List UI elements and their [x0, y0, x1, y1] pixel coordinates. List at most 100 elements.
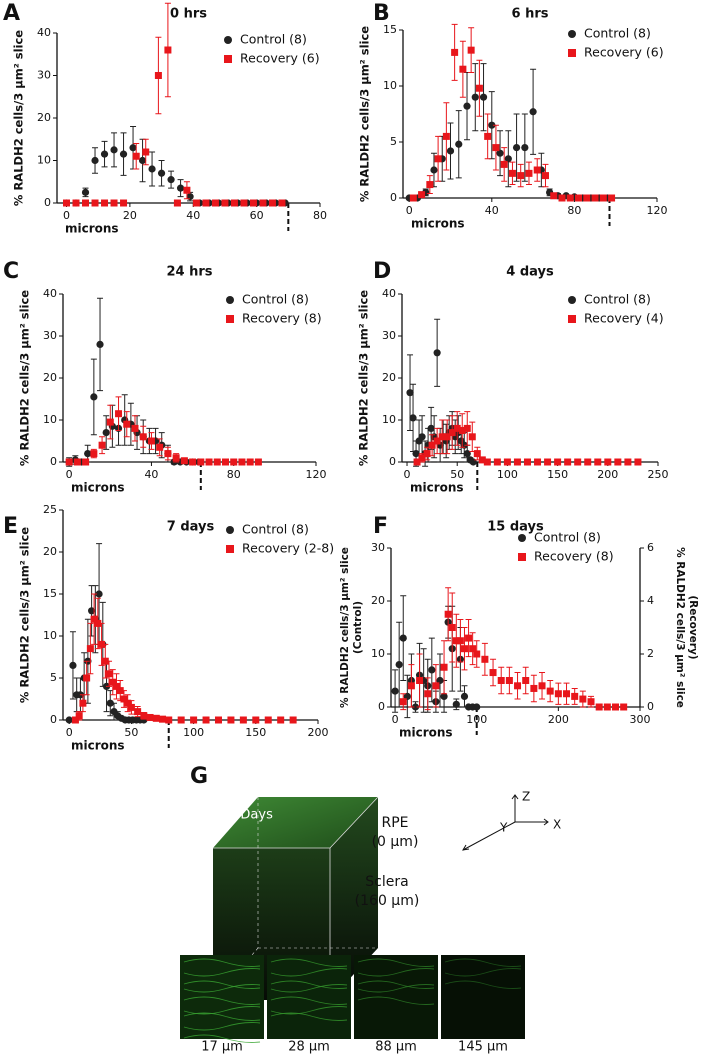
- legend-label: Recovery (4): [584, 311, 664, 326]
- data-point: [278, 199, 286, 207]
- data-point: [481, 655, 489, 663]
- data-point: [73, 458, 81, 466]
- x-tick-label: 80: [567, 204, 581, 217]
- slice-texture: [183, 996, 261, 1005]
- data-point: [214, 716, 222, 724]
- slice-texture: [183, 958, 261, 967]
- bottom-label: (160 µm): [355, 893, 420, 909]
- data-point: [205, 458, 213, 466]
- data-point: [90, 393, 98, 401]
- x-tick-label: 250: [648, 468, 669, 481]
- data-point: [428, 666, 436, 674]
- panel-letter: A: [3, 1, 20, 26]
- chart-title: 15 days: [487, 520, 544, 535]
- data-point: [550, 192, 558, 200]
- data-point: [165, 716, 173, 724]
- x-tick-label: 0: [406, 204, 413, 217]
- x-tick-label: 80: [313, 209, 327, 222]
- data-point: [96, 340, 104, 348]
- data-point: [259, 199, 267, 207]
- panel-letter: G: [190, 764, 208, 789]
- data-point: [202, 716, 210, 724]
- x-tick-label: 0: [63, 209, 70, 222]
- y-tick-label: 0: [50, 455, 57, 468]
- data-point: [594, 458, 602, 466]
- panel-letter: B: [373, 1, 390, 26]
- data-point: [554, 458, 562, 466]
- slice-texture: [270, 958, 348, 967]
- legend-label: Recovery (6): [240, 51, 320, 66]
- data-point: [496, 149, 504, 157]
- slice-label: 17 µm: [201, 1040, 243, 1055]
- data-point: [459, 65, 467, 73]
- data-point: [416, 677, 424, 684]
- x-axis-label: microns: [399, 726, 453, 740]
- legend-label: Control (8): [240, 32, 307, 47]
- x-tick-label: 200: [548, 713, 569, 726]
- chart-title: 4 days: [506, 265, 554, 280]
- data-point: [156, 443, 164, 451]
- y-tick-label: 15: [43, 587, 57, 600]
- data-point: [513, 458, 521, 466]
- legend-marker: [226, 526, 234, 534]
- slice-image: [267, 955, 351, 1039]
- data-point: [463, 424, 471, 432]
- data-point: [63, 199, 71, 207]
- data-point: [479, 93, 488, 101]
- data-point: [69, 661, 77, 670]
- y-tick-label: 25: [43, 503, 57, 516]
- data-point: [566, 194, 574, 202]
- legend-marker: [568, 30, 576, 38]
- legend-marker: [226, 296, 234, 304]
- data-point: [84, 450, 92, 458]
- data-point: [140, 712, 148, 720]
- data-point: [72, 199, 80, 207]
- data-point: [91, 199, 99, 207]
- y-tick-label: 5: [390, 135, 397, 148]
- panel-letter: E: [3, 514, 18, 539]
- slice-image: [354, 955, 438, 1039]
- data-point: [110, 199, 118, 207]
- y-tick-label: 40: [382, 287, 396, 300]
- slice-label: 145 µm: [458, 1040, 508, 1055]
- data-point: [467, 46, 475, 54]
- slice-texture: [270, 968, 348, 977]
- axis-label: Z: [522, 790, 530, 804]
- data-point: [230, 458, 238, 466]
- data-point: [523, 458, 531, 466]
- panel-letter: D: [373, 259, 391, 284]
- y2-tick-label: 2: [647, 647, 654, 660]
- slice-texture: [183, 1012, 261, 1021]
- legend-label: Recovery (8): [242, 311, 322, 326]
- x-tick-label: 120: [306, 468, 327, 481]
- data-point: [82, 458, 90, 466]
- legend-marker: [224, 36, 232, 44]
- legend-marker: [224, 55, 232, 63]
- data-point: [264, 716, 272, 724]
- legend-label: Control (8): [242, 292, 309, 307]
- y-tick-label: 20: [43, 371, 57, 384]
- data-point: [409, 194, 417, 202]
- data-point: [512, 144, 521, 152]
- y-tick-label: 0: [390, 191, 397, 204]
- data-point: [116, 687, 124, 695]
- data-point: [468, 433, 476, 441]
- legend-label: Recovery (8): [534, 549, 614, 564]
- data-point: [440, 663, 448, 671]
- data-point: [575, 194, 583, 202]
- data-point: [418, 454, 426, 462]
- legend-marker: [226, 315, 234, 323]
- legend-marker: [568, 296, 576, 304]
- x-tick-label: 200: [308, 726, 329, 739]
- data-point: [500, 160, 508, 168]
- axis-label: X: [553, 818, 561, 832]
- data-point: [227, 716, 235, 724]
- y2-tick-label: 0: [647, 700, 654, 713]
- chart-title: 7 days: [167, 520, 215, 535]
- x-tick-label: 150: [547, 468, 568, 481]
- data-point: [433, 437, 441, 445]
- data-point: [533, 166, 541, 174]
- y-axis-label: % RALDH2 cells/3 µm² slice: [339, 547, 351, 708]
- data-point: [591, 194, 599, 202]
- y-axis-label: % RALDH2 cells/3 µm² slice: [358, 26, 372, 202]
